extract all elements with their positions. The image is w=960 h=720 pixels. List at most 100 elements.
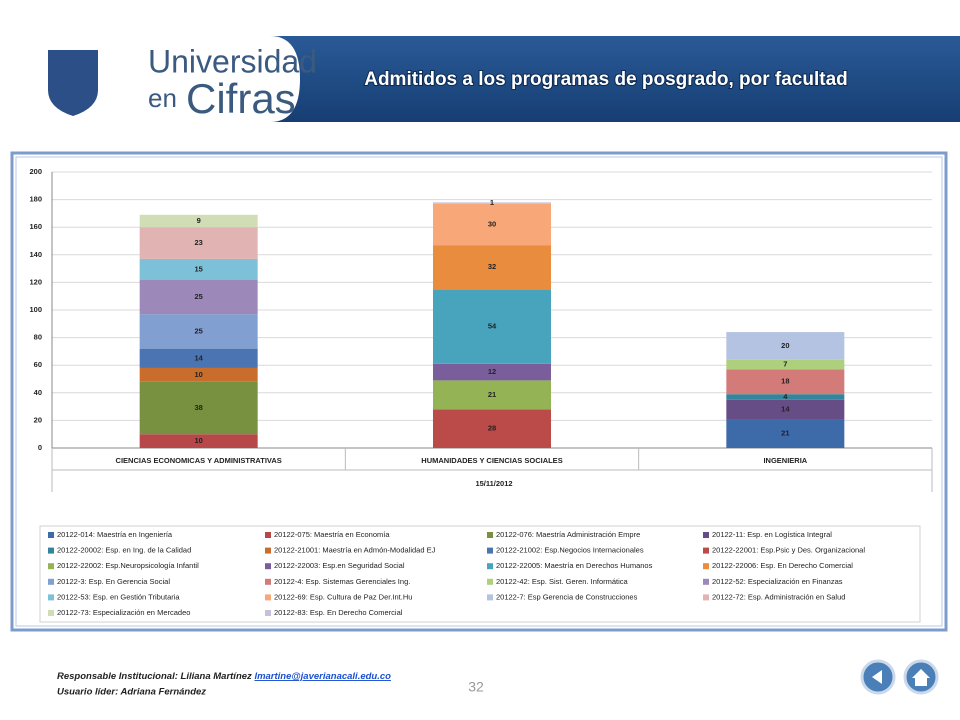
footer-text: Usuario líder: Adriana Fernández — [57, 687, 206, 698]
data-label: 1 — [490, 198, 494, 207]
bar-segment — [139, 381, 258, 435]
legend-label: 20122-22001: Esp.Psic y Des. Organizacio… — [712, 546, 865, 555]
bar-segment — [139, 214, 258, 228]
data-label: 25 — [194, 326, 202, 335]
x-tick-label: CIENCIAS ECONOMICAS Y ADMINISTRATIVAS — [116, 456, 282, 465]
legend-label: 20122-21001: Maestría en Admón-Modalidad… — [274, 546, 436, 555]
data-label: 7 — [783, 359, 787, 368]
legend-swatch — [265, 578, 271, 585]
data-label: 20 — [781, 341, 789, 350]
data-label: 9 — [197, 216, 201, 225]
data-label: 14 — [194, 353, 203, 362]
data-label: 54 — [488, 322, 497, 331]
legend-swatch — [48, 547, 54, 554]
data-label: 32 — [488, 262, 496, 271]
data-label: 30 — [488, 219, 496, 228]
x-tick-label: HUMANIDADES Y CIENCIAS SOCIALES — [421, 456, 562, 465]
bar-segment — [726, 419, 845, 448]
legend-swatch — [703, 578, 709, 585]
slide-title: Admitidos a los programas de posgrado, p… — [364, 69, 848, 90]
legend-label: 20122-72: Esp. Administración en Salud — [712, 592, 845, 601]
data-label: 4 — [783, 392, 788, 401]
bar-segment — [139, 367, 258, 382]
legend-label: 20122-83: Esp. En Derecho Comercial — [274, 608, 403, 617]
legend-label: 20122-7: Esp Gerencia de Construcciones — [496, 592, 638, 601]
chart-frame-inner — [15, 156, 943, 627]
email-link[interactable]: lmartine@javerianacali.edu.co — [254, 671, 391, 682]
bar-segment — [726, 359, 845, 370]
y-tick-label: 160 — [29, 222, 42, 231]
data-label: 10 — [194, 370, 202, 379]
bar-segment — [139, 227, 258, 259]
legend-swatch — [703, 532, 709, 538]
legend-label: 20122-69: Esp. Cultura de Paz Der.Int.Hu — [274, 592, 412, 601]
legend-swatch — [703, 594, 709, 601]
data-label: 21 — [781, 428, 789, 437]
home-icon — [912, 669, 930, 686]
legend-label: 20122-076: Maestría Administración Empre — [496, 530, 640, 539]
page-number: 32 — [468, 679, 484, 695]
x-tick-label: INGENIERIA — [763, 456, 807, 465]
legend-label: 20122-3: Esp. En Gerencia Social — [57, 577, 170, 586]
legend-swatch — [48, 578, 54, 585]
legend-label: 20122-42: Esp. Sist. Geren. Informática — [496, 577, 629, 586]
y-tick-label: 80 — [34, 333, 42, 342]
data-label: 23 — [194, 238, 202, 247]
bar-segment — [139, 434, 258, 448]
data-label: 28 — [488, 424, 496, 433]
legend-swatch — [48, 532, 54, 538]
data-label: 18 — [781, 377, 789, 386]
legend-swatch — [487, 594, 493, 601]
legend-label: 20122-22003: Esp.en Seguridad Social — [274, 561, 405, 570]
data-label: 21 — [488, 390, 496, 399]
legend-box — [39, 525, 921, 623]
shield — [48, 50, 98, 116]
bar-segment — [726, 394, 845, 400]
legend-swatch — [265, 547, 271, 554]
responsible: Responsable Institucional: Liliana Martí… — [57, 671, 252, 682]
legend-swatch — [703, 547, 709, 554]
legend-label: 20122-22006: Esp. En Derecho Comercial — [712, 561, 853, 570]
bar-segment — [139, 314, 258, 349]
footer-text: Responsable Institucional: Liliana Martí… — [57, 671, 391, 682]
legend-swatch — [265, 532, 271, 538]
bar-segment — [433, 245, 551, 290]
y-tick-label: 180 — [29, 195, 42, 204]
data-label: 12 — [488, 367, 496, 376]
legend-swatch — [487, 547, 493, 554]
legend-label: 20122-22005: Maestría en Derechos Humano… — [496, 561, 653, 570]
legend-label: 20122-4: Esp. Sistemas Gerenciales Ing. — [274, 577, 410, 586]
data-label: 15 — [194, 264, 202, 273]
legend-label: 20122-52: Especialización en Finanzas — [712, 577, 843, 586]
logo-text: en — [148, 83, 177, 113]
x-axis-label: 15/11/2012 — [475, 479, 512, 488]
bar-segment — [726, 399, 845, 420]
y-tick-label: 60 — [34, 360, 42, 369]
y-tick-label: 0 — [38, 443, 42, 452]
logo-text: Cifras — [186, 75, 296, 122]
legend-label: 20122-014: Maestría en Ingeniería — [57, 530, 173, 539]
legend-swatch — [48, 594, 54, 601]
data-label: 25 — [194, 292, 202, 301]
legend-swatch — [487, 563, 493, 570]
legend-swatch — [265, 594, 271, 601]
y-tick-label: 100 — [29, 305, 42, 314]
data-label: 38 — [194, 403, 202, 412]
logo-text: Universidad — [148, 43, 317, 79]
legend-swatch — [487, 532, 493, 538]
bar-segment — [433, 202, 551, 204]
y-tick-label: 20 — [34, 415, 42, 424]
bar-segment — [726, 369, 845, 395]
legend-label: 20122-73: Especialización en Mercadeo — [57, 608, 190, 617]
y-tick-label: 200 — [29, 167, 42, 176]
bar-segment — [433, 409, 551, 448]
legend-swatch — [487, 578, 493, 585]
bar-segment — [433, 380, 551, 410]
y-tick-label: 120 — [29, 277, 42, 286]
legend-swatch — [265, 563, 271, 570]
back-icon — [872, 670, 882, 684]
legend-swatch — [265, 610, 271, 616]
y-tick-label: 140 — [29, 250, 42, 259]
legend-swatch — [703, 563, 709, 570]
